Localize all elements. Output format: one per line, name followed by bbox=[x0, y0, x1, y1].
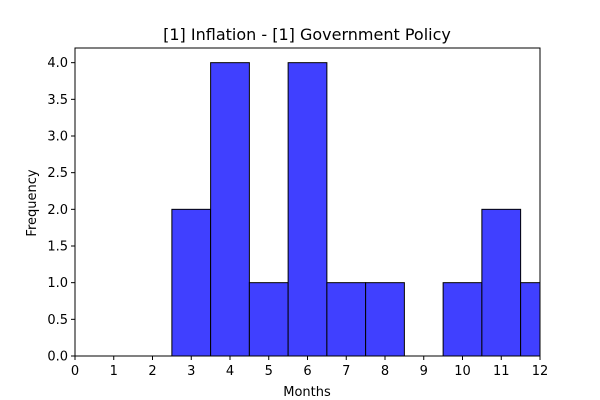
histogram-bar bbox=[365, 282, 405, 356]
x-tick-label: 8 bbox=[381, 364, 389, 379]
x-tick-label: 2 bbox=[148, 364, 156, 379]
y-tick-label: 2.5 bbox=[47, 166, 68, 181]
x-tick-label: 9 bbox=[420, 364, 428, 379]
y-tick-label: 2.0 bbox=[47, 203, 68, 218]
y-axis-ticks: 0.0 0.5 1.0 1.5 2.0 2.5 3.0 3.5 4.0 bbox=[47, 56, 75, 365]
histogram-bar bbox=[248, 282, 289, 356]
histogram-bar bbox=[442, 282, 483, 356]
bars-group bbox=[171, 62, 540, 356]
x-tick-label: 0 bbox=[71, 364, 79, 379]
histogram-bar bbox=[520, 282, 540, 356]
histogram-bar bbox=[481, 208, 522, 356]
y-tick-label: 0.0 bbox=[47, 350, 68, 365]
histogram-bar bbox=[171, 208, 212, 356]
x-tick-label: 5 bbox=[265, 364, 273, 379]
y-tick-label: 3.0 bbox=[47, 130, 68, 145]
y-tick-label: 1.5 bbox=[47, 240, 68, 255]
x-tick-label: 12 bbox=[532, 364, 549, 379]
histogram-bar bbox=[287, 62, 328, 356]
y-axis-label: Frequency bbox=[25, 169, 40, 236]
x-tick-label: 7 bbox=[342, 364, 350, 379]
y-tick-label: 0.5 bbox=[47, 313, 68, 328]
x-tick-label: 6 bbox=[303, 364, 311, 379]
x-axis-label: Months bbox=[283, 385, 331, 400]
x-tick-label: 3 bbox=[187, 364, 195, 379]
x-tick-label: 10 bbox=[454, 364, 471, 379]
y-tick-label: 4.0 bbox=[47, 56, 68, 71]
histogram-bar bbox=[210, 62, 250, 356]
x-tick-label: 4 bbox=[226, 364, 234, 379]
y-tick-label: 1.0 bbox=[47, 276, 68, 291]
y-tick-label: 3.5 bbox=[47, 93, 68, 108]
x-axis-ticks: 0 1 2 3 4 5 6 7 8 9 10 11 12 bbox=[71, 356, 548, 379]
x-tick-label: 11 bbox=[493, 364, 510, 379]
x-tick-label: 1 bbox=[110, 364, 118, 379]
histogram-bar bbox=[326, 282, 367, 356]
chart-title: [1] Inflation - [1] Government Policy bbox=[163, 25, 451, 44]
